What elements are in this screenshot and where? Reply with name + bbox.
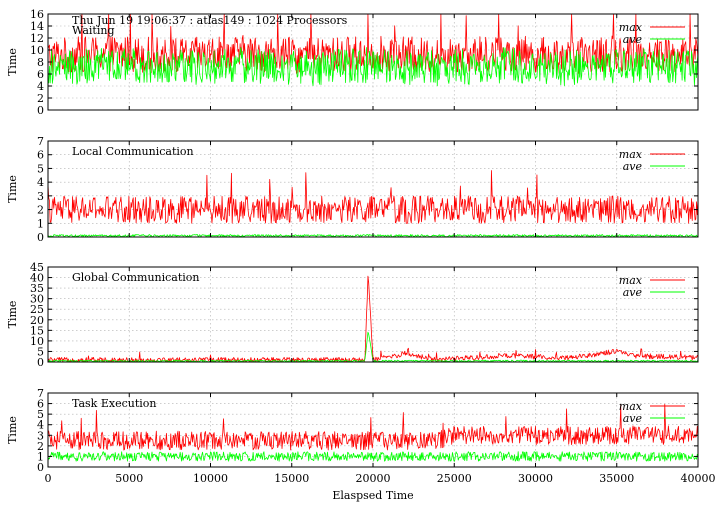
series-line-max (47, 170, 699, 224)
chart-header: Thu Jun 19 19:06:37 : atlas149 : 1024 Pr… (72, 14, 348, 27)
legend-label-ave: ave (623, 286, 643, 299)
y-tick-label: 4 (37, 176, 44, 189)
series-line-max (47, 275, 699, 363)
y-tick-label: 0 (37, 461, 44, 474)
x-axis-label: Elaspsed Time (332, 489, 413, 502)
y-tick-label: 14 (30, 20, 44, 33)
panel-title: Global Communication (72, 271, 200, 284)
y-tick-label: 16 (30, 8, 44, 21)
y-tick-label: 7 (37, 387, 44, 400)
y-axis-label: Time (6, 48, 19, 76)
y-tick-label: 40 (30, 272, 44, 285)
y-axis-label: Time (6, 301, 19, 329)
y-tick-label: 25 (30, 303, 44, 316)
y-tick-label: 0 (37, 231, 44, 244)
legend-label-max: max (619, 148, 643, 161)
y-axis-label: Time (6, 416, 19, 444)
y-tick-label: 7 (37, 135, 44, 148)
y-tick-label: 5 (37, 408, 44, 421)
y-tick-label: 5 (37, 345, 44, 358)
panel-title: Waiting (72, 24, 115, 37)
y-tick-label: 45 (30, 261, 44, 274)
y-tick-label: 5 (37, 162, 44, 175)
y-tick-label: 2 (37, 92, 44, 105)
y-tick-label: 4 (37, 419, 44, 432)
y-tick-label: 4 (37, 80, 44, 93)
y-tick-label: 12 (30, 32, 44, 45)
y-tick-label: 15 (30, 324, 44, 337)
panel-title: Local Communication (72, 145, 194, 158)
y-tick-label: 30 (30, 293, 44, 306)
x-tick-label: 30000 (518, 472, 553, 485)
y-tick-label: 2 (37, 204, 44, 217)
legend-label-ave: ave (623, 412, 643, 425)
series-line-ave (47, 451, 699, 462)
y-tick-label: 2 (37, 440, 44, 453)
legend-label-ave: ave (623, 33, 643, 46)
y-tick-label: 3 (37, 429, 44, 442)
x-tick-label: 5000 (115, 472, 143, 485)
y-tick-label: 20 (30, 314, 44, 327)
series-line-max (47, 403, 699, 451)
x-tick-label: 15000 (274, 472, 309, 485)
legend-label-max: max (619, 400, 643, 413)
series-line-ave (47, 47, 699, 87)
y-tick-label: 10 (30, 335, 44, 348)
y-tick-label: 8 (37, 56, 44, 69)
y-tick-label: 6 (37, 398, 44, 411)
legend-label-ave: ave (623, 160, 643, 173)
legend-label-max: max (619, 21, 643, 34)
x-tick-label: 10000 (193, 472, 228, 485)
y-axis-label: Time (6, 175, 19, 203)
panel-title: Task Execution (72, 397, 156, 410)
y-tick-label: 6 (37, 149, 44, 162)
x-tick-label: 40000 (681, 472, 716, 485)
y-tick-label: 3 (37, 190, 44, 203)
y-tick-label: 0 (37, 356, 44, 369)
x-tick-label: 20000 (356, 472, 391, 485)
x-tick-label: 25000 (437, 472, 472, 485)
y-tick-label: 0 (37, 104, 44, 117)
y-tick-label: 6 (37, 68, 44, 81)
legend-label-max: max (619, 274, 643, 287)
y-tick-label: 35 (30, 282, 44, 295)
y-tick-label: 1 (37, 217, 44, 230)
y-tick-label: 1 (37, 450, 44, 463)
y-tick-label: 10 (30, 44, 44, 57)
x-tick-label: 0 (45, 472, 52, 485)
x-tick-label: 35000 (599, 472, 634, 485)
